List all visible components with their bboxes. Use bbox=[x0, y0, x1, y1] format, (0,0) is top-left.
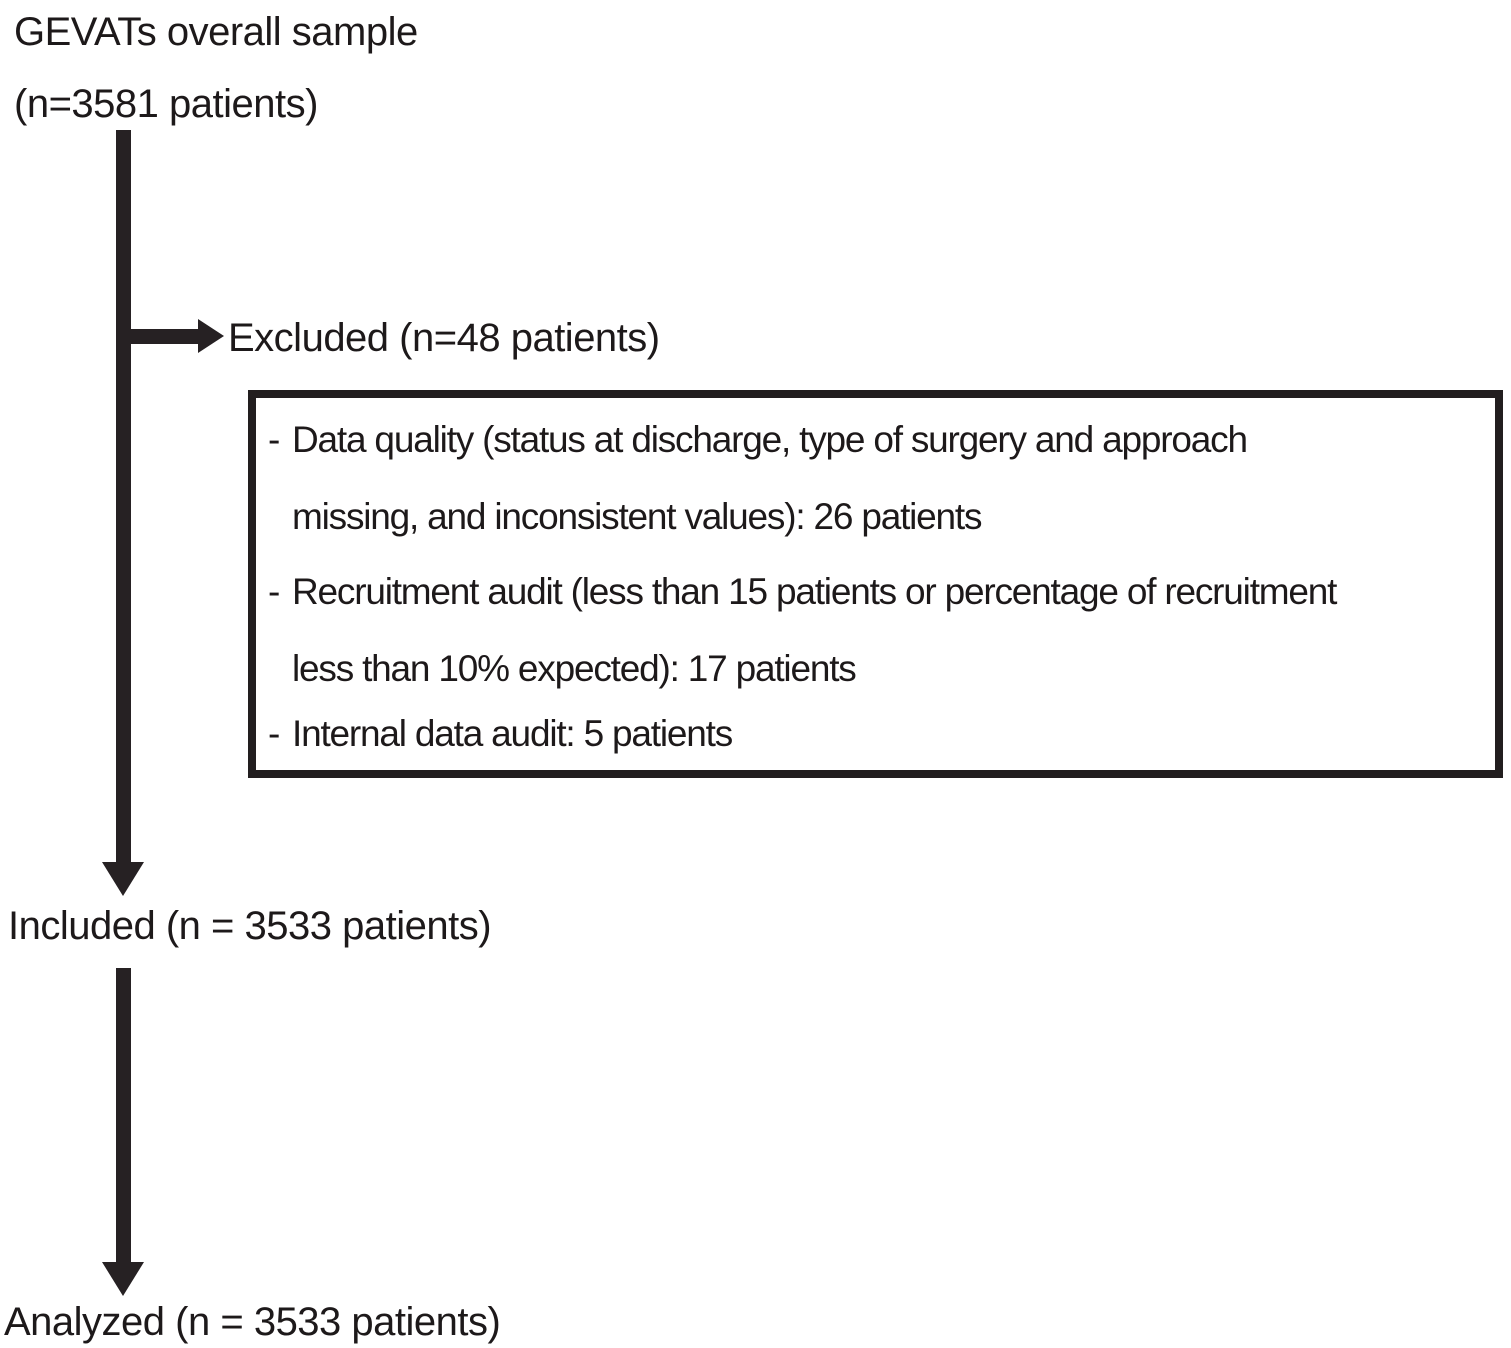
arrow-included-to-analyzed-head-icon bbox=[102, 1262, 144, 1296]
exclusion-reason-text: Recruitment audit (less than 15 patients… bbox=[292, 571, 1337, 612]
analyzed-node-label: Analyzed (n = 3533 patients) bbox=[4, 1300, 501, 1344]
bullet-dash: - bbox=[268, 571, 281, 612]
exclusion-reason-text: missing, and inconsistent values): 26 pa… bbox=[292, 496, 983, 537]
exclusion-reason-text: Data quality (status at discharge, type … bbox=[292, 419, 1248, 460]
exclusion-reason-line: - Recruitment audit (less than 15 patient… bbox=[268, 570, 1337, 614]
exclusion-reason-line: - Internal data audit: 5 patients bbox=[268, 712, 733, 756]
bullet-dash: - bbox=[268, 713, 281, 754]
bullet-dash: - bbox=[268, 419, 281, 460]
included-node-label: Included (n = 3533 patients) bbox=[8, 904, 492, 948]
source-node-title: GEVATs overall sample bbox=[14, 10, 418, 54]
exclusion-reasons-box: - Data quality (status at discharge, type… bbox=[248, 390, 1503, 778]
arrow-source-to-included-shaft bbox=[116, 130, 131, 864]
exclusion-reason-line: less than 10% expected): 17 patients bbox=[268, 647, 857, 691]
excluded-node-label: Excluded (n=48 patients) bbox=[228, 316, 660, 360]
arrow-included-to-analyzed-shaft bbox=[116, 968, 131, 1264]
exclusion-reason-text: less than 10% expected): 17 patients bbox=[292, 648, 857, 689]
exclusion-reason-text: Internal data audit: 5 patients bbox=[292, 713, 733, 754]
arrow-source-to-included-head-icon bbox=[102, 862, 144, 896]
arrow-excluded-branch-shaft bbox=[116, 329, 198, 344]
exclusion-reason-line: missing, and inconsistent values): 26 pa… bbox=[268, 495, 983, 539]
arrow-excluded-branch-head-icon bbox=[198, 319, 224, 353]
source-node-count: (n=3581 patients) bbox=[14, 82, 318, 126]
exclusion-reason-line: - Data quality (status at discharge, type… bbox=[268, 418, 1248, 462]
